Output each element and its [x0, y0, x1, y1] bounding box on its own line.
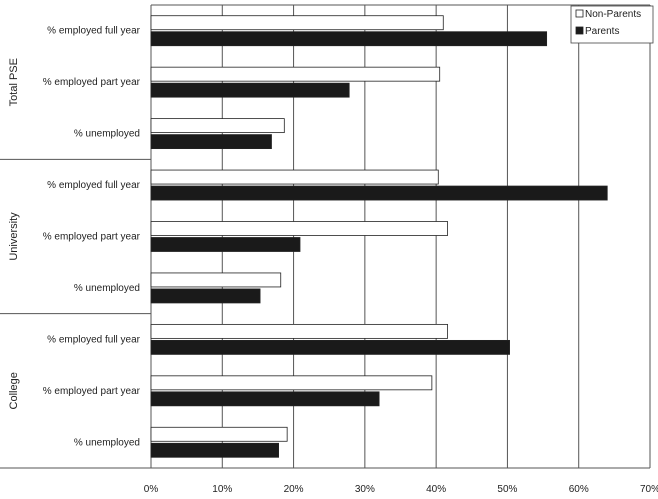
category-label: % unemployed: [74, 129, 140, 140]
category-label: % employed part year: [43, 232, 141, 243]
category-label: % employed full year: [47, 334, 140, 345]
x-tick-label: 40%: [426, 484, 446, 495]
bar-non-parents: [150, 221, 448, 236]
legend-label: Non-Parents: [585, 9, 641, 20]
bar-parents: [150, 82, 350, 98]
group-label: College: [8, 372, 20, 409]
category-label: % employed part year: [43, 386, 141, 397]
category-label: % employed full year: [47, 180, 140, 191]
group-label: Total PSE: [8, 58, 20, 106]
bar-non-parents: [150, 169, 439, 185]
x-tick-label: 10%: [212, 484, 232, 495]
bar-parents: [150, 237, 301, 252]
bar-non-parents: [150, 323, 448, 339]
x-tick-label: 50%: [497, 484, 517, 495]
legend-swatch-non-parents: [575, 9, 584, 18]
group-label: University: [8, 212, 20, 261]
x-tick-label: 20%: [284, 484, 304, 495]
bar-parents: [150, 134, 272, 150]
x-tick-label: 70%: [640, 484, 658, 495]
bar-parents: [150, 185, 608, 201]
bar-parents: [150, 391, 380, 407]
category-label: % unemployed: [74, 437, 140, 448]
category-label: % employed part year: [43, 77, 141, 88]
x-tick-label: 0%: [144, 484, 159, 495]
bar-non-parents: [150, 375, 433, 391]
bar-non-parents: [150, 66, 441, 82]
category-label: % employed full year: [47, 26, 140, 37]
bar-non-parents: [150, 118, 285, 134]
legend-label: Parents: [585, 26, 619, 37]
bar-parents: [150, 339, 510, 355]
category-label: % unemployed: [74, 283, 140, 294]
bar-parents: [150, 442, 280, 458]
bar-parents: [150, 288, 261, 304]
bar-non-parents: [150, 272, 282, 288]
x-tick-label: 30%: [355, 484, 375, 495]
legend-swatch-parents: [575, 26, 584, 35]
bar-non-parents: [150, 15, 444, 31]
legend-box: [570, 5, 654, 44]
bar-parents: [150, 31, 548, 47]
x-tick-label: 60%: [569, 484, 589, 495]
bar-non-parents: [150, 426, 288, 442]
